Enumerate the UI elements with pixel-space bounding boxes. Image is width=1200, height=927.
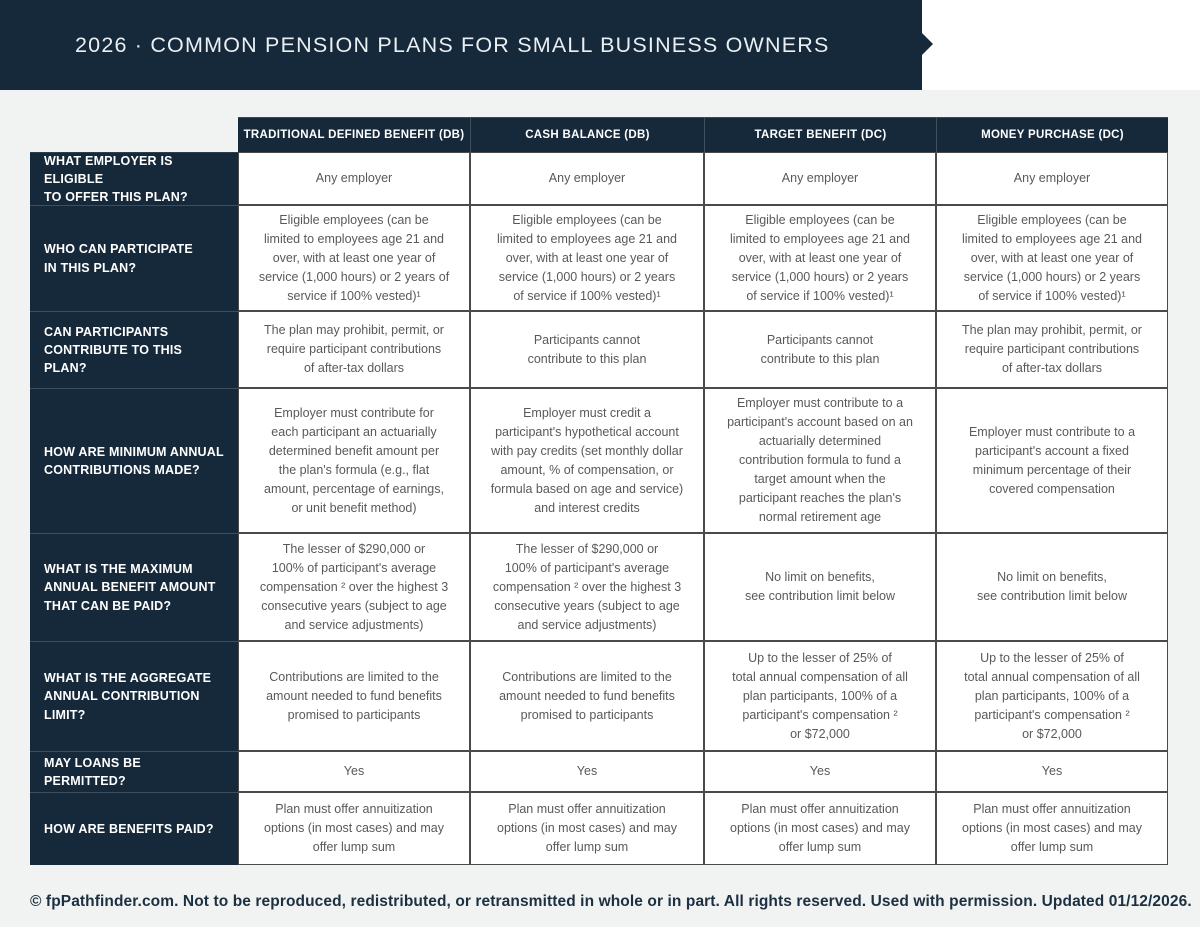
column-header-cash-balance: CASH BALANCE (DB) — [470, 117, 704, 152]
table-cell: Employer must contribute for each partic… — [238, 388, 470, 533]
table-cell: Participants cannot contribute to this p… — [470, 311, 704, 388]
column-header-traditional-db: TRADITIONAL DEFINED BENEFIT (DB) — [238, 117, 470, 152]
table-cell: Yes — [936, 751, 1168, 792]
table-cell: The lesser of $290,000 or 100% of partic… — [238, 533, 470, 641]
table-corner-spacer — [30, 117, 238, 152]
table-cell: The plan may prohibit, permit, or requir… — [936, 311, 1168, 388]
table-cell: Participants cannot contribute to this p… — [704, 311, 936, 388]
table-cell: Up to the lesser of 25% of total annual … — [936, 641, 1168, 751]
table-cell: Employer must credit a participant's hyp… — [470, 388, 704, 533]
table-cell: Plan must offer annuitization options (i… — [936, 792, 1168, 865]
table-cell: Plan must offer annuitization options (i… — [238, 792, 470, 865]
row-label-aggregate-contribution-limit: WHAT IS THE AGGREGATE ANNUAL CONTRIBUTIO… — [30, 641, 238, 751]
footer-copyright: © fpPathfinder.com. Not to be reproduced… — [30, 893, 1192, 910]
column-header-money-purchase: MONEY PURCHASE (DC) — [936, 117, 1168, 152]
column-header-target-benefit: TARGET BENEFIT (DC) — [704, 117, 936, 152]
table-cell: Contributions are limited to the amount … — [470, 641, 704, 751]
row-label-participant-contributions: CAN PARTICIPANTS CONTRIBUTE TO THIS PLAN… — [30, 311, 238, 388]
title-banner: 2026 · COMMON PENSION PLANS FOR SMALL BU… — [0, 0, 922, 90]
table-cell: No limit on benefits, see contribution l… — [936, 533, 1168, 641]
row-label-benefits-paid: HOW ARE BENEFITS PAID? — [30, 792, 238, 865]
table-cell: Eligible employees (can be limited to em… — [936, 205, 1168, 311]
table-cell: Contributions are limited to the amount … — [238, 641, 470, 751]
table-cell: Plan must offer annuitization options (i… — [704, 792, 936, 865]
table-cell: Any employer — [238, 152, 470, 205]
table-cell: Any employer — [704, 152, 936, 205]
table-cell: Employer must contribute to a participan… — [704, 388, 936, 533]
page-title: 2026 · COMMON PENSION PLANS FOR SMALL BU… — [75, 32, 830, 57]
table-cell: Plan must offer annuitization options (i… — [470, 792, 704, 865]
banner-arrow-icon — [922, 33, 933, 55]
row-label-loans-permitted: MAY LOANS BE PERMITTED? — [30, 751, 238, 792]
table-cell: Employer must contribute to a participan… — [936, 388, 1168, 533]
row-label-maximum-annual-benefit: WHAT IS THE MAXIMUM ANNUAL BENEFIT AMOUN… — [30, 533, 238, 641]
table-cell: Yes — [238, 751, 470, 792]
comparison-table: TRADITIONAL DEFINED BENEFIT (DB) CASH BA… — [30, 117, 1168, 865]
row-label-eligible-employer: WHAT EMPLOYER IS ELIGIBLE TO OFFER THIS … — [30, 152, 238, 205]
row-label-minimum-annual-contributions: HOW ARE MINIMUM ANNUAL CONTRIBUTIONS MAD… — [30, 388, 238, 533]
table-cell: No limit on benefits, see contribution l… — [704, 533, 936, 641]
table-cell: The plan may prohibit, permit, or requir… — [238, 311, 470, 388]
table-cell: Eligible employees (can be limited to em… — [704, 205, 936, 311]
top-right-background — [922, 0, 1200, 90]
table-cell: Any employer — [470, 152, 704, 205]
table-cell: Yes — [470, 751, 704, 792]
table-cell: Eligible employees (can be limited to em… — [238, 205, 470, 311]
table-cell: Up to the lesser of 25% of total annual … — [704, 641, 936, 751]
table-cell: Eligible employees (can be limited to em… — [470, 205, 704, 311]
table-cell: Any employer — [936, 152, 1168, 205]
row-label-who-can-participate: WHO CAN PARTICIPATE IN THIS PLAN? — [30, 205, 238, 311]
table-cell: Yes — [704, 751, 936, 792]
table-cell: The lesser of $290,000 or 100% of partic… — [470, 533, 704, 641]
